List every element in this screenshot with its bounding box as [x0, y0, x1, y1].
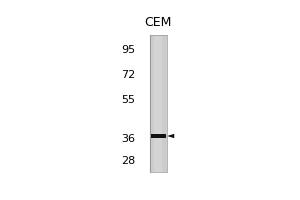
Bar	[154, 35, 162, 172]
Bar	[150, 35, 167, 172]
Text: 28: 28	[121, 156, 135, 166]
Text: 72: 72	[121, 70, 135, 80]
Text: 95: 95	[121, 45, 135, 55]
Polygon shape	[167, 134, 174, 138]
Bar	[151, 134, 166, 138]
Text: 36: 36	[121, 134, 135, 144]
Text: CEM: CEM	[145, 16, 172, 29]
Text: 55: 55	[121, 95, 135, 105]
